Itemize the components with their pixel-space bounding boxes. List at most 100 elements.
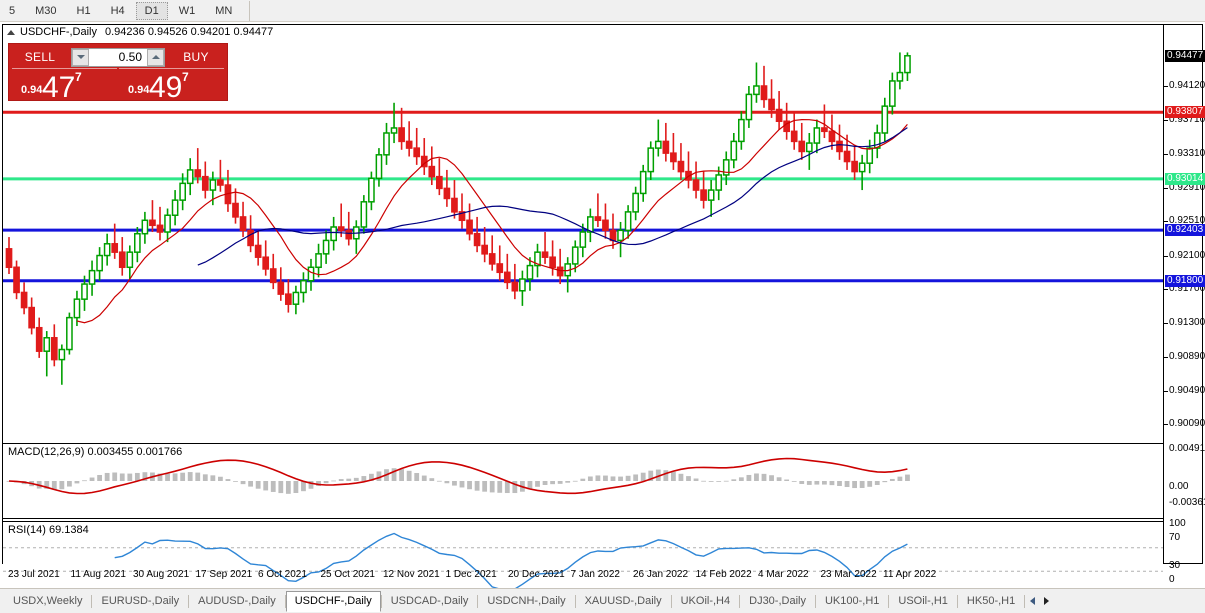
chart-tab-usdcnh-daily[interactable]: USDCNH-,Daily xyxy=(487,594,566,607)
buy-price-pips: 49 xyxy=(149,71,183,99)
tab-divider xyxy=(814,594,816,608)
date-axis-label: 11 Apr 2022 xyxy=(883,569,937,580)
buy-button-label[interactable]: BUY xyxy=(183,50,209,64)
chart-tab-usdx-weekly[interactable]: USDX,Weekly xyxy=(13,594,83,607)
price-tick xyxy=(1164,221,1168,223)
volume-input[interactable]: 0.50 xyxy=(71,47,165,67)
chart-tab-uk100-h1[interactable]: UK100-,H1 xyxy=(824,594,880,607)
macd-scale-label: 0.004913 xyxy=(1169,443,1205,454)
date-axis-label: 4 Mar 2022 xyxy=(758,569,809,580)
chart-tab-ukoil-h4[interactable]: UKOil-,H4 xyxy=(680,594,731,607)
date-axis-label: 6 Oct 2021 xyxy=(258,569,307,580)
chart-tab-eurusd-daily[interactable]: EURUSD-,Daily xyxy=(101,594,180,607)
level-price-badge[interactable]: 0.91800 xyxy=(1165,274,1205,287)
tab-divider xyxy=(1024,594,1026,608)
rsi-scale-label: 30 xyxy=(1169,560,1181,571)
tab-scroll-left-button[interactable] xyxy=(1025,593,1039,610)
price-tick-label: 0.92510 xyxy=(1169,215,1205,227)
tab-scroll-right-button[interactable] xyxy=(1039,593,1053,610)
date-axis-label: 11 Aug 2021 xyxy=(70,569,126,580)
price-tick-label: 0.92100 xyxy=(1169,249,1205,261)
rsi-scale-label: 70 xyxy=(1169,532,1181,543)
chart-frame: USDCHF-,Daily 0.94236 0.94526 0.94201 0.… xyxy=(2,24,1205,593)
tab-divider xyxy=(739,594,741,608)
date-axis-label: 23 Jul 2021 xyxy=(8,569,60,580)
timeframe-m30[interactable]: M30 xyxy=(35,4,57,17)
sell-button-label[interactable]: SELL xyxy=(24,50,56,64)
price-tick xyxy=(1164,153,1168,155)
price-tick xyxy=(1164,424,1168,426)
timeframe-d1[interactable]: D1 xyxy=(135,1,168,20)
volume-increase-button[interactable] xyxy=(147,48,164,66)
chart-tab-usdcad-daily[interactable]: USDCAD-,Daily xyxy=(390,594,469,607)
chart-tab-audusd-daily[interactable]: AUDUSD-,Daily xyxy=(198,594,276,607)
date-axis-label: 17 Sep 2021 xyxy=(195,569,253,580)
sell-price-pips: 47 xyxy=(42,71,76,99)
toolbar-divider xyxy=(249,0,251,21)
sell-price-fraction: 7 xyxy=(75,70,82,84)
rsi-scale-label: 0 xyxy=(1169,574,1175,585)
tab-divider xyxy=(380,594,382,608)
timeframe-h4[interactable]: H4 xyxy=(110,4,125,17)
price-tick xyxy=(1164,289,1168,291)
chart-tab-usoil-h1[interactable]: USOil-,H1 xyxy=(898,594,948,607)
rsi-label: RSI(14) 69.1384 xyxy=(8,524,89,536)
macd-scale-label: -0.00361 xyxy=(1169,497,1205,508)
price-tick-label: 0.93710 xyxy=(1169,114,1205,126)
sell-price-prefix: 0.94 xyxy=(21,84,43,96)
chart-tab-dj30-daily[interactable]: DJ30-,Daily xyxy=(749,594,806,607)
price-tick xyxy=(1164,255,1168,257)
price-tick-label: 0.91300 xyxy=(1169,316,1205,328)
collapse-triangle-icon[interactable] xyxy=(7,29,15,35)
buy-price-prefix: 0.94 xyxy=(128,84,150,96)
trade-panel-top-row: SELL 0.50 BUY xyxy=(9,44,227,68)
tab-divider xyxy=(574,594,576,608)
tab-divider xyxy=(477,594,479,608)
price-tick-label: 0.92910 xyxy=(1169,181,1205,193)
timeframe-h1[interactable]: H1 xyxy=(76,4,91,17)
current-price-badge[interactable]: 0.94477 xyxy=(1165,50,1205,63)
rsi-pane[interactable]: RSI(14) 69.1384 xyxy=(3,521,1163,593)
price-tick xyxy=(1164,390,1168,392)
price-tick xyxy=(1164,357,1168,359)
price-tick-label: 0.90490 xyxy=(1169,384,1205,396)
price-tick xyxy=(1164,85,1168,87)
macd-pane[interactable]: MACD(12,26,9) 0.003455 0.001766 xyxy=(3,443,1163,519)
volume-value: 0.50 xyxy=(118,50,142,64)
price-tick-label: 0.94120 xyxy=(1169,79,1205,91)
tab-divider xyxy=(91,594,93,608)
timeframe-mn[interactable]: MN xyxy=(215,4,233,17)
chart-symbol-label: USDCHF-,Daily xyxy=(20,26,97,38)
date-axis-label: 25 Oct 2021 xyxy=(320,569,375,580)
price-tick-label: 0.91700 xyxy=(1169,283,1205,295)
tab-divider xyxy=(188,594,190,608)
timeframe-w1[interactable]: W1 xyxy=(178,4,196,17)
chart-tab-bar: USDX,Weekly EURUSD-,Daily AUDUSD-,Daily USD… xyxy=(0,588,1205,613)
sell-price-button[interactable]: 0.94 47 7 xyxy=(12,68,117,98)
timeframe-m5[interactable]: 5 xyxy=(9,4,16,17)
price-tick xyxy=(1164,187,1168,189)
trade-panel-prices: 0.94 47 7 0.94 49 7 xyxy=(9,68,227,100)
date-axis-label: 26 Jan 2022 xyxy=(633,569,689,580)
macd-scale-label: 0.00 xyxy=(1169,481,1189,492)
level-price-badge[interactable]: 0.92403 xyxy=(1165,224,1205,237)
price-pane[interactable] xyxy=(3,39,1163,441)
tab-divider xyxy=(284,594,286,608)
chart-tab-usdchf-daily[interactable]: USDCHF-,Daily xyxy=(285,590,381,612)
price-tick-label: 0.90090 xyxy=(1169,418,1205,430)
timeframe-toolbar: 5 M30 H1 H4 D1 W1 MN xyxy=(0,0,1205,22)
chart-tab-xauusd-daily[interactable]: XAUUSD-,Daily xyxy=(584,594,662,607)
price-tick xyxy=(1164,322,1168,324)
level-price-badge[interactable]: 0.93014 xyxy=(1165,172,1205,185)
volume-decrease-button[interactable] xyxy=(72,48,89,66)
buy-price-button[interactable]: 0.94 49 7 xyxy=(119,68,224,98)
level-price-badge[interactable]: 0.93807 xyxy=(1165,106,1205,119)
chart-tab-hk50-h1[interactable]: HK50-,H1 xyxy=(966,594,1016,607)
price-tick xyxy=(1164,120,1168,122)
tab-divider xyxy=(888,594,890,608)
price-scale[interactable]: 0.94120 0.93710 0.93310 0.92910 0.92510 0.921… xyxy=(1163,25,1205,585)
date-axis-label: 20 Dec 2021 xyxy=(508,569,565,580)
one-click-trading-panel: SELL 0.50 BUY 0.94 47 7 0.94 49 7 xyxy=(8,43,228,101)
date-axis-label: 23 Mar 2022 xyxy=(820,569,877,580)
chart-ohlc-values: 0.94236 0.94526 0.94201 0.94477 xyxy=(105,26,274,38)
